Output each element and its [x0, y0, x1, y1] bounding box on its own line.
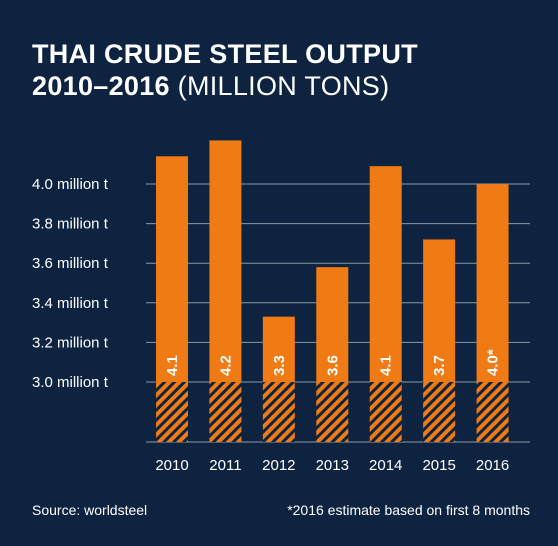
chart-title: THAI CRUDE STEEL OUTPUT 2010–2016 (MILLI… — [32, 38, 418, 102]
x-tick-label: 2012 — [262, 457, 295, 474]
y-tick-label: 3.4 million t — [32, 295, 109, 312]
bar — [476, 184, 509, 382]
bar — [209, 140, 242, 382]
data-label: 3.3 — [271, 355, 288, 376]
title-years: 2010–2016 — [32, 71, 170, 101]
y-tick-label: 4.0 million t — [32, 176, 109, 193]
data-label: 3.7 — [431, 355, 448, 376]
estimate-footnote: *2016 estimate based on first 8 months — [287, 502, 530, 518]
y-tick-label: 3.6 million t — [32, 255, 109, 272]
data-label: 4.0* — [485, 349, 502, 376]
data-label: 4.1 — [164, 355, 181, 376]
x-tick-label: 2014 — [369, 457, 402, 474]
y-tick-label: 3.0 million t — [32, 374, 109, 391]
bar-broken-base — [369, 382, 402, 442]
bar — [423, 239, 456, 382]
title-line-2: 2010–2016 (MILLION TONS) — [32, 70, 418, 102]
bar-broken-base — [423, 382, 456, 442]
bar — [262, 316, 295, 382]
bar-broken-base — [209, 382, 242, 442]
bar-broken-base — [156, 382, 188, 442]
x-tick-label: 2015 — [422, 457, 455, 474]
bar — [156, 156, 188, 382]
bar — [316, 267, 349, 382]
source-note: Source: worldsteel — [32, 502, 148, 518]
x-tick-label: 2010 — [155, 457, 188, 474]
bar-broken-base — [262, 382, 295, 442]
x-tick-label: 2011 — [209, 457, 241, 474]
data-label: 4.2 — [217, 355, 234, 376]
title-line-1: THAI CRUDE STEEL OUTPUT — [32, 39, 418, 69]
y-tick-label: 3.8 million t — [32, 216, 109, 233]
bar-broken-base — [316, 382, 349, 442]
x-tick-label: 2013 — [316, 457, 349, 474]
title-units: (MILLION TONS) — [169, 71, 390, 101]
bar-broken-base — [476, 382, 509, 442]
data-label: 4.1 — [378, 355, 395, 376]
y-tick-label: 3.2 million t — [32, 334, 109, 351]
bar — [369, 166, 402, 382]
data-label: 3.6 — [324, 355, 341, 376]
x-tick-label: 2016 — [476, 457, 509, 474]
